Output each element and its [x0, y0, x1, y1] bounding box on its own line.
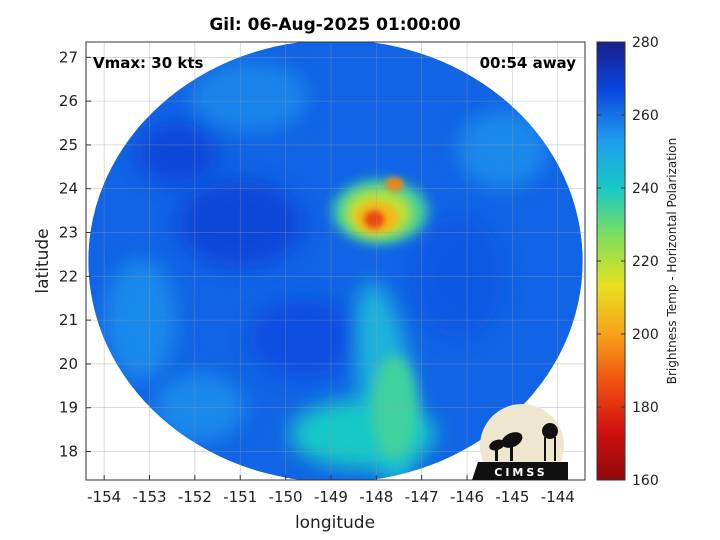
- x-tick-label: -151: [223, 488, 257, 506]
- logo-text: CIMSS: [494, 466, 547, 479]
- x-tick-label: -144: [541, 488, 575, 506]
- swath-field: [88, 42, 583, 480]
- colorbar-tick-label: 200: [632, 327, 659, 343]
- vmax-annotation: Vmax: 30 kts: [93, 54, 203, 72]
- time-away-annotation: 00:54 away: [480, 54, 577, 72]
- x-tick-label: -145: [495, 488, 529, 506]
- y-tick-label: 22: [59, 267, 78, 285]
- y-tick-label: 20: [59, 355, 78, 373]
- y-axis: 18 19 20 21 22 23 24 25 26 27: [59, 48, 91, 461]
- y-tick-label: 26: [59, 92, 78, 110]
- x-axis-label: longitude: [295, 513, 375, 533]
- colorbar-label: Brightness Temp - Horizontal Polarizatio…: [665, 138, 679, 385]
- tower-leg-right: [554, 437, 556, 461]
- cold-band-core: [385, 177, 404, 192]
- plot-area: -154 -153 -152 -151 -150 -149 -148 -147 -146 -145…: [33, 41, 586, 533]
- chart-title: Gil: 06-Aug-2025 01:00:00: [209, 15, 460, 35]
- satellite-dish-icon: [501, 432, 523, 448]
- dish-pole: [510, 445, 513, 461]
- texture-patch: [135, 123, 218, 185]
- colorbar-tick-label: 280: [632, 35, 659, 51]
- y-tick-label: 18: [59, 443, 78, 461]
- x-tick-label: -148: [359, 488, 393, 506]
- plot-frame: [85, 41, 586, 481]
- x-axis: -154 -153 -152 -151 -150 -149 -148 -147 -146 -145…: [87, 475, 575, 506]
- texture-patch: [457, 109, 549, 189]
- grid-lines: [86, 42, 585, 480]
- water-tower-icon: [542, 423, 558, 439]
- y-axis-label: latitude: [33, 228, 53, 293]
- colorbar-scale: [596, 41, 626, 481]
- logo-disc: [480, 404, 564, 480]
- x-tick-label: -149: [314, 488, 348, 506]
- x-tick-label: -154: [87, 488, 121, 506]
- colorbar-tick-label: 220: [632, 254, 659, 270]
- texture-patch: [190, 61, 309, 132]
- y-tick-label: 19: [59, 399, 78, 417]
- cimss-logo: CIMSS: [472, 404, 568, 480]
- x-tick-label: -146: [450, 488, 484, 506]
- y-tick-label: 23: [59, 224, 78, 242]
- x-tick-label: -153: [132, 488, 166, 506]
- colorbar-tick-label: 260: [632, 108, 659, 124]
- colorbar: 280 260 240 220 200 180 160 Brightness Temp - …: [596, 35, 679, 489]
- convection-core: [364, 210, 385, 229]
- y-tick-label: 27: [59, 48, 78, 66]
- tower-leg-left: [544, 437, 546, 461]
- y-tick-label: 24: [59, 180, 78, 198]
- y-tick-label: 21: [59, 311, 78, 329]
- x-tick-label: -152: [178, 488, 212, 506]
- x-tick-label: -147: [405, 488, 439, 506]
- swath-image: [88, 42, 583, 480]
- texture-patch: [249, 298, 359, 378]
- y-tick-label: 25: [59, 136, 78, 154]
- small-dish-icon: [489, 439, 505, 451]
- logo-banner: [472, 462, 568, 480]
- colorbar-ticks: 280 260 240 220 200 180 160: [597, 35, 659, 489]
- colorbar-tick-label: 160: [632, 473, 659, 489]
- small-dish-pole: [495, 448, 498, 461]
- x-tick-label: -150: [269, 488, 303, 506]
- colorbar-tick-label: 180: [632, 400, 659, 416]
- colorbar-tick-label: 240: [632, 181, 659, 197]
